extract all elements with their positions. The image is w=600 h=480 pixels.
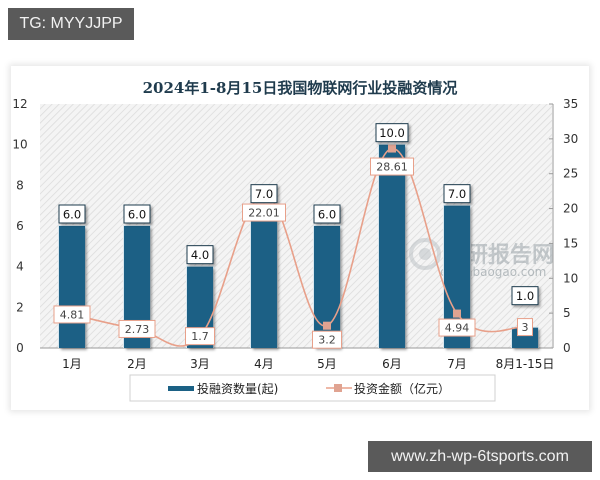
legend-bar-swatch-icon [168, 386, 194, 391]
line-label-box [242, 203, 286, 222]
line-value-label: 4.94 [438, 318, 476, 337]
line-label-box [517, 318, 533, 337]
bar-value-label: 4.0 [186, 245, 214, 265]
line-marker-icon [323, 321, 331, 330]
right-tick-label: 0 [563, 341, 571, 355]
category-label: 1月 [62, 357, 82, 371]
bar [379, 144, 405, 348]
right-tick-label: 10 [563, 271, 578, 285]
line-label-text: 4.94 [445, 322, 470, 335]
line-marker-icon [453, 309, 461, 318]
chart-title: 2024年1-8月15日我国物联网行业投融资情况 [143, 79, 458, 97]
bar-label-box [511, 286, 539, 306]
left-tick-label: 4 [16, 260, 24, 274]
left-tick-label: 6 [16, 219, 24, 233]
bar-label-text: 6.0 [318, 208, 336, 222]
line-label-box [312, 330, 342, 349]
bar-label-text: 10.0 [379, 126, 405, 140]
line-label-box [370, 157, 414, 176]
left-tick-label: 0 [16, 341, 24, 355]
category-label: 7月 [447, 357, 467, 371]
category-label: 2月 [127, 357, 147, 371]
site-url-badge: www.zh-wp-6tsports.com [368, 441, 592, 472]
line-path [71, 147, 526, 347]
line-label-box [438, 318, 476, 337]
bar [251, 205, 277, 348]
bar-value-label: 7.0 [250, 184, 278, 204]
bar [59, 226, 85, 348]
legend-line-label: 投资金额（亿元） [354, 381, 450, 396]
bar-label-text: 4.0 [191, 248, 209, 262]
line-label-text: 22.01 [248, 207, 280, 220]
left-axis: 0 2 4 6 8 10 12 [12, 97, 27, 355]
bar-value-label: 1.0 [511, 286, 539, 306]
bar-label-box [58, 204, 86, 224]
right-tick-label: 15 [563, 236, 578, 250]
bar-label-text: 6.0 [63, 208, 81, 222]
left-tick-label: 8 [16, 178, 24, 192]
line-label-box [53, 305, 91, 324]
line-value-label: 4.81 [53, 305, 91, 324]
line-labels: 4.81 2.73 1.7 22.01 3.2 28.61 4.94 3 [53, 157, 533, 349]
left-tick-label: 12 [12, 97, 27, 111]
bar [314, 226, 340, 348]
line-label-text: 3.2 [318, 334, 336, 347]
right-tick-label: 5 [563, 306, 571, 320]
line-value-label: 22.01 [242, 203, 286, 222]
left-tick-label: 10 [12, 138, 27, 152]
bar-value-label: 6.0 [58, 204, 86, 224]
bar-label-text: 7.0 [255, 187, 273, 201]
line-value-label: 1.7 [185, 327, 215, 346]
legend-line-marker-icon [334, 384, 342, 392]
line-value-label: 3 [517, 318, 533, 337]
category-label: 4月 [254, 357, 274, 371]
right-axis: 0 5 10 15 20 25 30 35 [549, 97, 578, 355]
bar-value-label: 10.0 [375, 123, 409, 143]
line-label-text: 3 [522, 321, 529, 334]
bar-value-label: 6.0 [123, 204, 151, 224]
category-label: 8月1-15日 [496, 357, 555, 371]
bar-label-box [443, 184, 471, 204]
right-tick-label: 30 [563, 132, 578, 146]
right-tick-label: 20 [563, 202, 578, 216]
bar-label-text: 1.0 [516, 289, 534, 303]
plot-area [40, 104, 552, 348]
bar-label-box [375, 123, 409, 143]
category-axis: 1月 2月 3月 4月 5月 6月 7月 8月1-15日 [62, 357, 554, 371]
left-tick-label: 2 [16, 300, 24, 314]
line-value-label: 2.73 [118, 319, 156, 338]
line-label-box [185, 327, 215, 346]
bar-label-box [123, 204, 151, 224]
category-label: 5月 [317, 357, 337, 371]
line-label-text: 2.73 [125, 323, 150, 336]
bar-label-text: 7.0 [448, 187, 466, 201]
bar-label-box [186, 245, 214, 265]
line-value-label: 3.2 [312, 330, 342, 349]
bar-label-text: 6.0 [128, 208, 146, 222]
category-label: 6月 [382, 357, 402, 371]
line-label-box [118, 319, 156, 338]
line-label-text: 1.7 [191, 330, 209, 343]
bar-labels: 6.0 6.0 4.0 7.0 6.0 10.0 7.0 1.0 [58, 123, 539, 306]
bar-label-box [313, 204, 341, 224]
legend: 投融资数量(起) 投资金额（亿元） [129, 374, 496, 402]
line-marker-icon [388, 144, 396, 153]
bar-value-label: 7.0 [443, 184, 471, 204]
right-tick-label: 35 [563, 97, 578, 111]
bar-label-box [250, 184, 278, 204]
line-label-text: 4.81 [60, 308, 85, 321]
category-label: 3月 [190, 357, 210, 371]
legend-bar-label: 投融资数量(起) [197, 381, 278, 396]
bar-value-label: 6.0 [313, 204, 341, 224]
right-tick-label: 25 [563, 167, 578, 181]
bar-series [58, 143, 539, 348]
tg-badge: TG: MYYJJPP [8, 8, 134, 40]
line-value-label: 28.61 [370, 157, 414, 176]
line-label-text: 28.61 [376, 161, 408, 174]
